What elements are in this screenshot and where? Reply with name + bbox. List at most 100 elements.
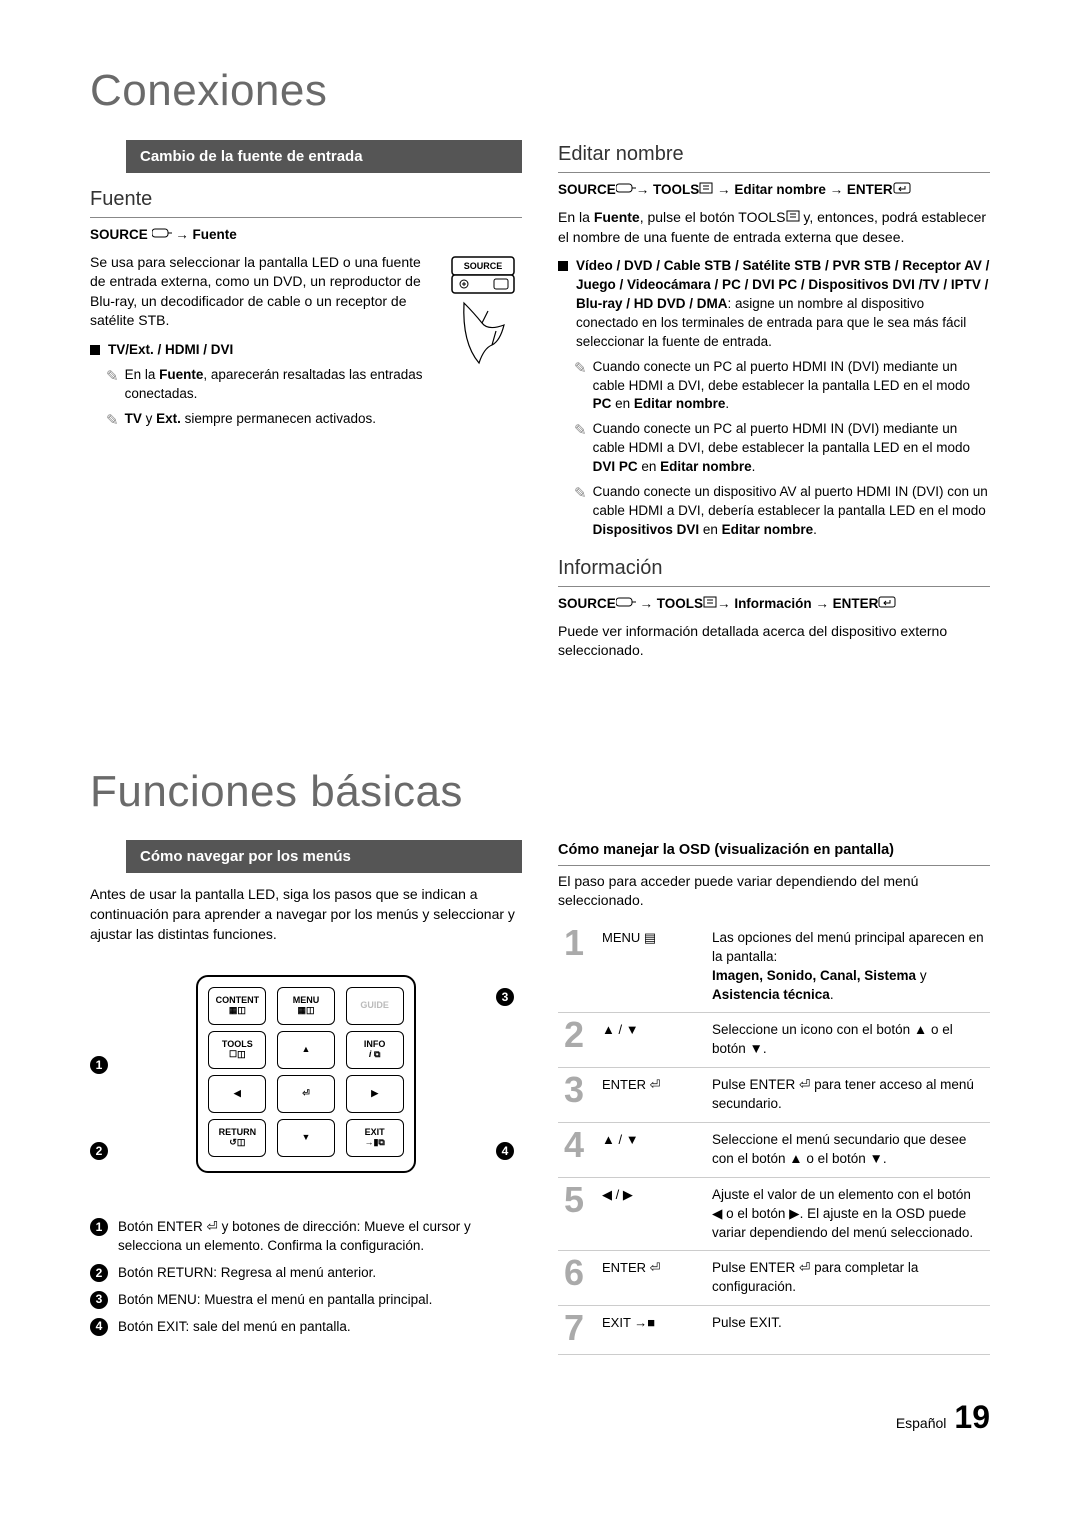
footer-page-number: 19 bbox=[954, 1395, 990, 1440]
legend-3: Botón MENU: Muestra el menú en pantalla … bbox=[118, 1291, 432, 1310]
osd-step-key: MENU ▤ bbox=[596, 921, 706, 1013]
osd-step-key: ▲ / ▼ bbox=[596, 1122, 706, 1177]
fuente-heading: Fuente bbox=[90, 185, 522, 218]
info-body: Puede ver información detallada acerca d… bbox=[558, 622, 990, 661]
footer-lang: Español bbox=[896, 1414, 947, 1434]
remote-right-btn: ▶ bbox=[346, 1075, 404, 1113]
note-icon: ✎ bbox=[574, 420, 587, 477]
remote-legend: 1 Botón ENTER ⏎ y botones de dirección: M… bbox=[90, 1218, 522, 1336]
osd-step-key: ◀ / ▶ bbox=[596, 1177, 706, 1251]
info-heading: Información bbox=[558, 554, 990, 587]
tools-icon bbox=[699, 181, 713, 200]
osd-step-number: 1 bbox=[558, 921, 596, 1013]
svg-text:SOURCE: SOURCE bbox=[464, 261, 503, 271]
page-title-2: Funciones básicas bbox=[90, 761, 990, 823]
osd-step-row: 7EXIT →■Pulse EXIT. bbox=[558, 1306, 990, 1355]
legend-4: Botón EXIT: sale del menú en pantalla. bbox=[118, 1318, 351, 1337]
note-icon: ✎ bbox=[106, 410, 119, 431]
osd-step-desc: Ajuste el valor de un elemento con el bo… bbox=[706, 1177, 990, 1251]
legend-num-1: 1 bbox=[90, 1218, 108, 1236]
osd-step-desc: Las opciones del menú principal aparecen… bbox=[706, 921, 990, 1013]
callout-4: 4 bbox=[496, 1142, 514, 1160]
remote-diagram: 1 2 CONTENT▦◫ MENU▦◫ GUIDE TOOLS☐◫ ▲ INF… bbox=[90, 954, 522, 1194]
remote-guide-btn: GUIDE bbox=[346, 987, 404, 1025]
osd-step-key: EXIT →■ bbox=[596, 1306, 706, 1355]
fuente-note1: ✎ En la Fuente, aparecerán resaltadas la… bbox=[90, 366, 434, 404]
legend-1: Botón ENTER ⏎ y botones de dirección: Mu… bbox=[118, 1218, 522, 1256]
source-icon bbox=[616, 595, 636, 614]
callout-1: 1 bbox=[90, 1056, 108, 1074]
page-title-1: Conexiones bbox=[90, 60, 990, 122]
nav-intro: Antes de usar la pantalla LED, siga los … bbox=[90, 885, 522, 944]
remote-content-btn: CONTENT▦◫ bbox=[208, 987, 266, 1025]
osd-step-row: 5◀ / ▶Ajuste el valor de un elemento con… bbox=[558, 1177, 990, 1251]
bc-source-1: SOURCE bbox=[90, 227, 148, 242]
basics-columns: Cómo navegar por los menús Antes de usar… bbox=[90, 840, 990, 1355]
legend-num-3: 3 bbox=[90, 1291, 108, 1309]
remote-return-btn: RETURN↺◫ bbox=[208, 1119, 266, 1157]
remote-enter-btn: ⏎ bbox=[277, 1075, 335, 1113]
editar-note2: ✎ Cuando conecte un PC al puerto HDMI IN… bbox=[558, 420, 990, 477]
osd-step-key: ▲ / ▼ bbox=[596, 1013, 706, 1068]
osd-step-row: 6ENTER ⏎Pulse ENTER ⏎ para completar la … bbox=[558, 1251, 990, 1306]
editar-breadcrumb: SOURCE→ TOOLS → Editar nombre → ENTER bbox=[558, 181, 990, 200]
tools-icon bbox=[786, 208, 800, 228]
enter-icon bbox=[878, 595, 896, 614]
fuente-breadcrumb: SOURCE → Fuente bbox=[90, 226, 522, 245]
fuente-bullet: TV/Ext. / HDMI / DVI bbox=[90, 341, 434, 360]
remote-left-btn: ◀ bbox=[208, 1075, 266, 1113]
enter-icon bbox=[893, 181, 911, 200]
osd-heading: Cómo manejar la OSD (visualización en pa… bbox=[558, 840, 990, 865]
remote-box: CONTENT▦◫ MENU▦◫ GUIDE TOOLS☐◫ ▲ INFOi ⧉… bbox=[196, 975, 416, 1173]
page-footer: Español 19 bbox=[90, 1395, 990, 1440]
fuente-bullet-text: TV/Ext. / HDMI / DVI bbox=[108, 341, 233, 360]
bc-fuente: Fuente bbox=[193, 227, 237, 242]
banner-navegar: Cómo navegar por los menús bbox=[90, 840, 522, 873]
remote-down-btn: ▼ bbox=[277, 1119, 335, 1157]
info-breadcrumb: SOURCE → TOOLS→ Información → ENTER bbox=[558, 595, 990, 614]
source-icon bbox=[616, 181, 636, 200]
remote-menu-btn: MENU▦◫ bbox=[277, 987, 335, 1025]
osd-step-row: 1MENU ▤Las opciones del menú principal a… bbox=[558, 921, 990, 1013]
osd-step-number: 6 bbox=[558, 1251, 596, 1306]
osd-step-desc: Seleccione el menú secundario que desee … bbox=[706, 1122, 990, 1177]
legend-num-4: 4 bbox=[90, 1318, 108, 1336]
source-icon bbox=[152, 226, 172, 245]
legend-2: Botón RETURN: Regresa al menú anterior. bbox=[118, 1264, 376, 1283]
remote-up-btn: ▲ bbox=[277, 1031, 335, 1069]
left-column: Cambio de la fuente de entrada Fuente SO… bbox=[90, 140, 522, 671]
osd-intro: El paso para acceder puede variar depend… bbox=[558, 872, 990, 911]
osd-steps-table: 1MENU ▤Las opciones del menú principal a… bbox=[558, 921, 990, 1355]
osd-step-desc: Pulse EXIT. bbox=[706, 1306, 990, 1355]
fuente-intro: Se usa para seleccionar la pantalla LED … bbox=[90, 253, 434, 331]
fuente-note2: ✎ TV y Ext. siempre permanecen activados… bbox=[90, 410, 434, 431]
editar-note1: ✎ Cuando conecte un PC al puerto HDMI IN… bbox=[558, 358, 990, 415]
editar-note3: ✎ Cuando conecte un dispositivo AV al pu… bbox=[558, 483, 990, 540]
remote-tools-btn: TOOLS☐◫ bbox=[208, 1031, 266, 1069]
osd-step-row: 2▲ / ▼Seleccione un icono con el botón ▲… bbox=[558, 1013, 990, 1068]
editar-bullet: Vídeo / DVD / Cable STB / Satélite STB /… bbox=[558, 257, 990, 351]
osd-step-desc: Pulse ENTER ⏎ para completar la configur… bbox=[706, 1251, 990, 1306]
right-column-2: Cómo manejar la OSD (visualización en pa… bbox=[558, 840, 990, 1355]
square-bullet-icon bbox=[90, 345, 100, 355]
remote-callouts-left: 1 2 bbox=[90, 954, 116, 1194]
remote-info-btn: INFOi ⧉ bbox=[346, 1031, 404, 1069]
callout-3: 3 bbox=[496, 988, 514, 1006]
banner-cambio-fuente: Cambio de la fuente de entrada bbox=[90, 140, 522, 173]
osd-step-row: 4▲ / ▼Seleccione el menú secundario que … bbox=[558, 1122, 990, 1177]
tools-icon bbox=[703, 595, 717, 614]
editar-intro: En la Fuente, pulse el botón TOOLS y, en… bbox=[558, 208, 990, 248]
osd-step-number: 4 bbox=[558, 1122, 596, 1177]
osd-step-number: 5 bbox=[558, 1177, 596, 1251]
connections-columns: Cambio de la fuente de entrada Fuente SO… bbox=[90, 140, 990, 671]
osd-step-desc: Pulse ENTER ⏎ para tener acceso al menú … bbox=[706, 1068, 990, 1123]
legend-num-2: 2 bbox=[90, 1264, 108, 1282]
note-icon: ✎ bbox=[106, 366, 119, 404]
osd-step-number: 3 bbox=[558, 1068, 596, 1123]
remote-callouts-right: 3 4 bbox=[496, 954, 522, 1194]
editar-heading: Editar nombre bbox=[558, 140, 990, 173]
remote-exit-btn: EXIT→▮⧉ bbox=[346, 1119, 404, 1157]
square-bullet-icon bbox=[558, 261, 568, 271]
callout-2: 2 bbox=[90, 1142, 108, 1160]
left-column-2: Cómo navegar por los menús Antes de usar… bbox=[90, 840, 522, 1355]
